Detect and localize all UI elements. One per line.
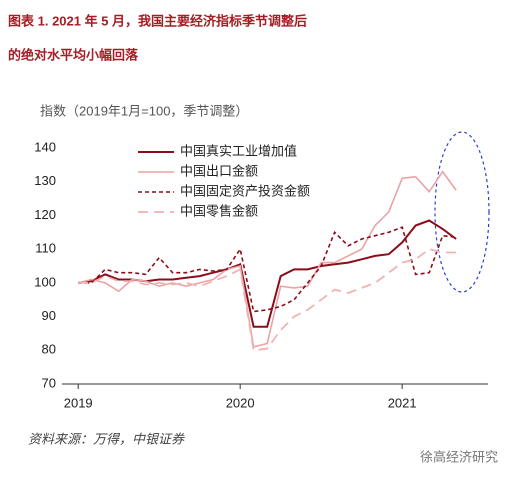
chart-title: 图表 1. 2021 年 5 月，我国主要经济指标季节调整后 — [8, 13, 307, 28]
y-tick-label: 110 — [35, 241, 56, 256]
series-line — [78, 226, 457, 313]
x-tick-label: 2019 — [64, 395, 93, 410]
highlight-ellipse — [434, 131, 490, 293]
series-line — [78, 170, 457, 348]
y-tick-label: 140 — [34, 139, 56, 154]
series-line — [78, 219, 457, 328]
chart-subtitle: 的绝对水平均小幅回落 — [8, 47, 139, 62]
legend-label: 中国真实工业增加值 — [180, 143, 297, 158]
x-tick-label: 2020 — [226, 395, 255, 410]
y-tick-label: 120 — [34, 207, 56, 222]
y-tick-label: 90 — [42, 308, 56, 323]
source: 资料来源：万得，中银证券 — [28, 431, 185, 446]
legend-label: 中国出口金额 — [180, 163, 258, 178]
series-line — [78, 248, 457, 352]
y-axis-label: 指数（2019年1月=100，季节调整） — [40, 103, 248, 118]
watermark: 徐高经济研究 — [420, 449, 498, 464]
y-tick-label: 70 — [42, 375, 56, 390]
y-tick-label: 80 — [42, 342, 56, 357]
y-tick-label: 130 — [34, 173, 56, 188]
x-tick-label: 2021 — [388, 395, 417, 410]
legend-label: 中国零售金额 — [180, 203, 258, 218]
legend-label: 中国固定资产投资金额 — [180, 183, 310, 198]
y-tick-label: 100 — [34, 274, 56, 289]
